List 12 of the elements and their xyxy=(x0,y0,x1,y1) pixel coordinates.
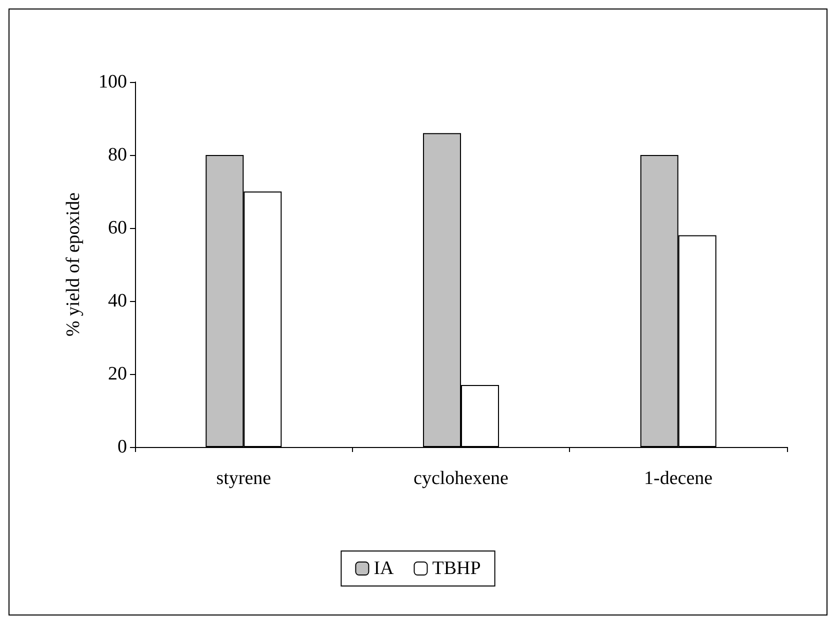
x-tick-label: 1-decene xyxy=(644,468,713,489)
x-tick-label: cyclohexene xyxy=(414,468,508,489)
legend-label: IA xyxy=(374,558,394,579)
y-axis-title: % yield of epoxide xyxy=(63,192,84,337)
y-tick-label: 80 xyxy=(108,144,127,166)
x-tick-label: styrene xyxy=(216,468,272,489)
y-tick-label: 20 xyxy=(108,364,127,384)
legend-label: TBHP xyxy=(432,558,481,579)
y-tick-label: 0 xyxy=(118,436,127,458)
y-tick-label: 60 xyxy=(108,218,127,238)
y-tick-label: 100 xyxy=(98,72,127,92)
y-tick-label: 40 xyxy=(108,290,127,312)
